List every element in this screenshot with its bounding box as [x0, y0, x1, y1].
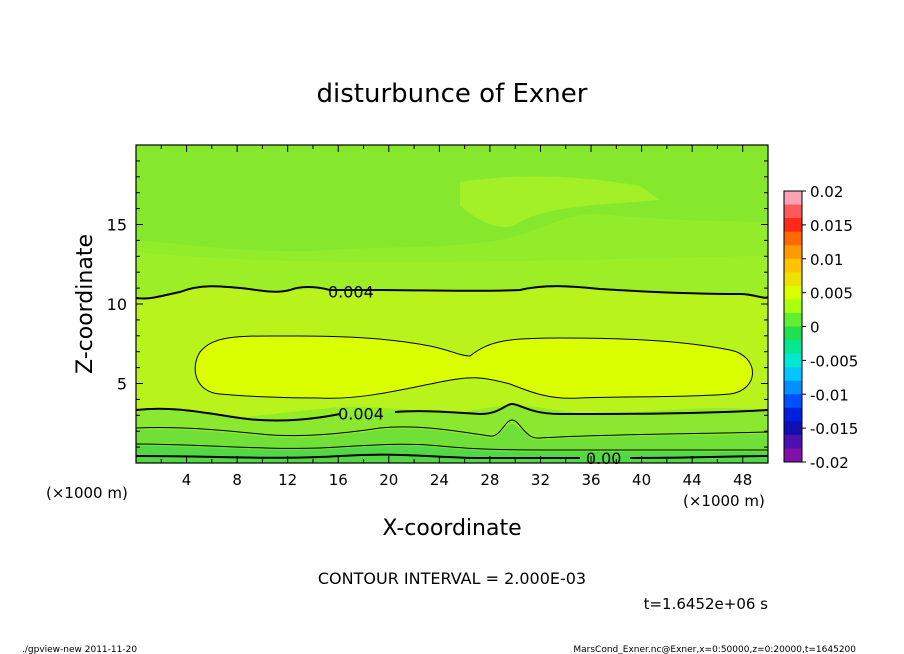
x-unit-left: (×1000 m): [46, 484, 128, 502]
x-tick-label: 44: [683, 471, 702, 489]
time-label: t=1.6452e+06 s: [644, 595, 769, 613]
colorbar-segment: [784, 272, 802, 287]
contour-line-0004-upper: [135, 285, 769, 300]
x-tick-label: 16: [329, 471, 348, 489]
colorbar-segment: [784, 245, 802, 260]
colorbar-segment: [784, 340, 802, 355]
inner-max-region: [194, 335, 753, 399]
x-tick-label: 12: [278, 471, 297, 489]
contour-line-0000: [135, 443, 768, 451]
colorbar-tick-label: -0.005: [810, 352, 858, 370]
x-unit-right: (×1000 m): [683, 492, 765, 510]
x-tick-label: 48: [733, 471, 752, 489]
colorbar-segment: [784, 326, 802, 341]
colorbar-tick-label: -0.02: [810, 454, 849, 472]
y-tick-label: 15: [107, 216, 127, 235]
upper-light-patch: [460, 176, 660, 228]
x-tick-label: 28: [480, 471, 499, 489]
colorbar: [783, 190, 803, 463]
colorbar-segment: [784, 204, 802, 219]
colorbar-tick-label: 0.02: [810, 183, 843, 201]
colorbar-tick-label: 0.01: [810, 251, 843, 269]
contour-label: 0.00: [586, 449, 622, 468]
contour-label: 0.004: [328, 282, 374, 301]
x-tick-label: 8: [232, 471, 242, 489]
colorbar-tick-label: -0.01: [810, 386, 849, 404]
contour-line-0002: [135, 419, 769, 439]
colorbar-segment: [784, 353, 802, 368]
y-axis-label: Z-coordinate: [73, 234, 98, 374]
contour-line-zero: [135, 453, 769, 459]
colorbar-segment: [784, 218, 802, 233]
colorbar-segment: [784, 407, 802, 422]
colorbar-segment: [784, 367, 802, 382]
colorbar-segment: [784, 231, 802, 246]
band-low-3: [136, 446, 768, 463]
footer-left: ./gpview-new 2011-11-20: [22, 645, 137, 654]
x-tick-label: 36: [581, 471, 600, 489]
colorbar-segment: [784, 448, 802, 463]
plot-area: [135, 144, 769, 464]
contour-line-0004-lower: [135, 402, 769, 422]
colorbar-tick-label: 0.005: [810, 285, 853, 303]
colorbar-tick-label: 0.015: [810, 217, 853, 235]
colorbar-segment: [784, 285, 802, 300]
upper-band: [136, 145, 768, 252]
contour-interval-label: CONTOUR INTERVAL = 2.000E-03: [318, 569, 586, 588]
colorbar-segment: [784, 421, 802, 436]
colorbar-segment: [784, 258, 802, 273]
x-tick-label: 32: [531, 471, 550, 489]
footer-right: MarsCond_Exner.nc@Exner,x=0:50000,z=0:20…: [573, 645, 856, 654]
colorbar-segment: [784, 434, 802, 449]
y-tick-label: 5: [117, 375, 127, 394]
x-tick-label: 4: [182, 471, 192, 489]
colorbar-tick-label: 0: [810, 319, 820, 337]
x-tick-label: 24: [430, 471, 449, 489]
colorbar-segment: [784, 394, 802, 409]
x-axis-label: X-coordinate: [382, 516, 521, 541]
x-axis-ticks: 4 8 12 16 20 24 28 32 36 40 44 48: [160, 145, 752, 489]
colorbar-segment: [784, 191, 802, 206]
colorbar-tick-label: -0.015: [810, 420, 858, 438]
contour-labels: 0.004 0.004 0.00: [328, 282, 622, 468]
x-tick-label: 20: [379, 471, 398, 489]
y-axis-ticks: 5 10 15: [107, 160, 768, 448]
colorbar-segment: [784, 299, 802, 314]
y-tick-label: 10: [107, 295, 127, 314]
colorbar-ticks: 0.02 0.015 0.01 0.005 0 -0.005 -0.01 -0.015 -0.0…: [802, 183, 858, 472]
colorbar-segment: [784, 312, 802, 327]
chart-title: disturbunce of Exner: [317, 79, 588, 109]
contour-label: 0.004: [338, 405, 384, 424]
colorbar-segment: [784, 380, 802, 395]
x-tick-label: 40: [632, 471, 651, 489]
